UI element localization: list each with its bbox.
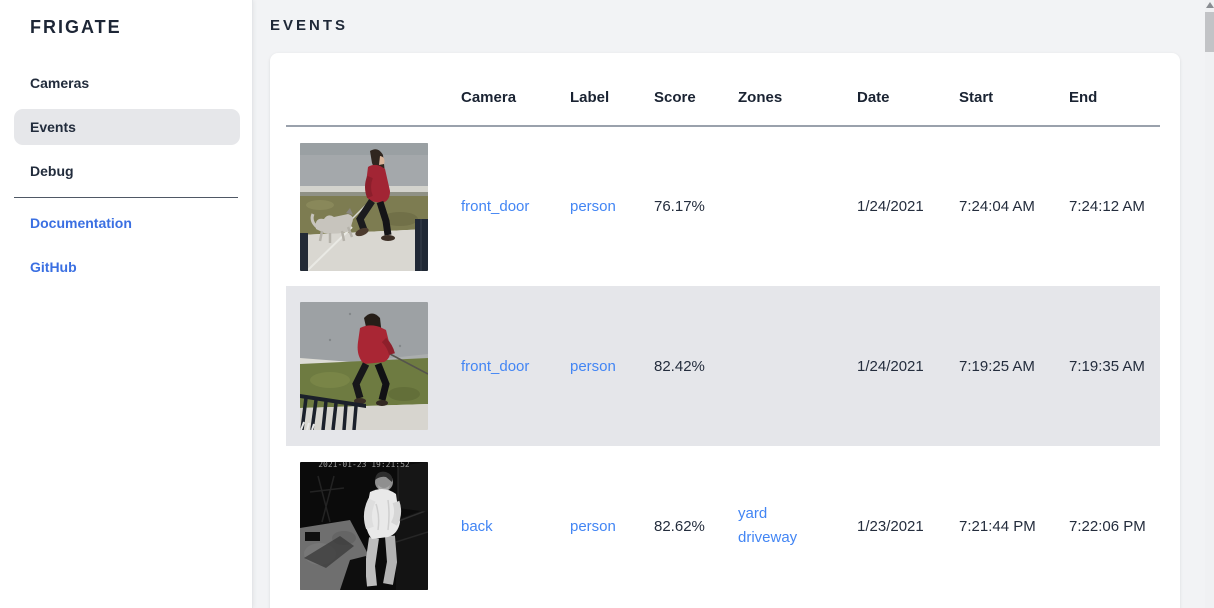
start-time-value: 7:21:44 PM xyxy=(959,517,1036,535)
end-time-value: 7:24:12 AM xyxy=(1069,198,1145,215)
date-value: 1/24/2021 xyxy=(857,357,924,375)
zones-cell xyxy=(738,286,857,446)
score-value: 82.42% xyxy=(654,357,705,375)
event-row[interactable]: 2021-01-23 19:21:52 back person 82.62% y… xyxy=(286,446,1160,606)
end-time-value: 7:22:06 PM xyxy=(1069,517,1146,535)
sidebar-item-cameras[interactable]: Cameras xyxy=(30,75,90,91)
column-header-date: Date xyxy=(857,69,959,127)
events-card: Camera Label Score Zones Date Start End xyxy=(270,53,1180,608)
scrollbar-thumb[interactable] xyxy=(1205,12,1214,52)
sidebar: FRIGATE Cameras Events Debug Documentati… xyxy=(0,0,253,608)
camera-link[interactable]: front_door xyxy=(461,198,530,215)
sidebar-link-github[interactable]: GitHub xyxy=(30,259,77,275)
table-header-row: Camera Label Score Zones Date Start End xyxy=(286,69,1160,127)
column-header-label: Label xyxy=(570,69,654,127)
page-title: EVENTS xyxy=(270,17,349,34)
label-link[interactable]: person xyxy=(570,357,616,375)
zones-cell xyxy=(738,126,857,286)
score-value: 82.62% xyxy=(654,517,705,535)
date-value: 1/23/2021 xyxy=(857,517,924,535)
camera-link[interactable]: front_door xyxy=(461,357,530,375)
sidebar-nav: Cameras Events Debug xyxy=(14,65,240,189)
vertical-scrollbar[interactable] xyxy=(1205,0,1214,608)
column-header-zones: Zones xyxy=(738,69,857,127)
label-link[interactable]: person xyxy=(570,198,616,215)
zone-link-driveway[interactable]: driveway xyxy=(738,529,798,546)
camera-link[interactable]: back xyxy=(461,517,493,535)
date-value: 1/24/2021 xyxy=(857,198,924,215)
start-time-value: 7:24:04 AM xyxy=(959,198,1035,215)
column-header-thumbnail xyxy=(286,69,461,127)
sidebar-item-events[interactable]: Events xyxy=(14,109,240,145)
column-header-score: Score xyxy=(654,69,738,127)
event-row-highlighted[interactable]: front_door person 82.42% 1/24/2021 7:19:… xyxy=(286,286,1160,446)
main-content: EVENTS Camera Label Score Zones Date Sta… xyxy=(253,0,1205,608)
events-table: Camera Label Score Zones Date Start End xyxy=(286,69,1160,606)
column-header-camera: Camera xyxy=(461,69,570,127)
column-header-start: Start xyxy=(959,69,1069,127)
sidebar-link-documentation[interactable]: Documentation xyxy=(30,215,132,231)
thumbnail-timestamp-overlay: 2021-01-23 19:21:52 xyxy=(318,462,410,469)
column-header-end: End xyxy=(1069,69,1160,127)
event-thumbnail-image[interactable]: 2021-01-23 19:21:52 xyxy=(300,462,428,590)
scrollbar-up-arrow-icon[interactable] xyxy=(1205,2,1214,8)
score-value: 76.17% xyxy=(654,198,705,215)
zone-link-yard[interactable]: yard xyxy=(738,505,768,522)
label-link[interactable]: person xyxy=(570,517,616,535)
event-thumbnail-image[interactable] xyxy=(300,302,428,430)
sidebar-item-debug[interactable]: Debug xyxy=(30,163,74,179)
start-time-value: 7:19:25 AM xyxy=(959,357,1035,375)
zones-cell: yard driveway xyxy=(738,446,857,606)
end-time-value: 7:19:35 AM xyxy=(1069,357,1145,375)
app-logo: FRIGATE xyxy=(30,17,122,37)
sidebar-divider xyxy=(14,197,238,198)
event-thumbnail-image[interactable] xyxy=(300,142,428,271)
event-row[interactable]: front_door person 76.17% 1/24/2021 7:24:… xyxy=(286,126,1160,286)
